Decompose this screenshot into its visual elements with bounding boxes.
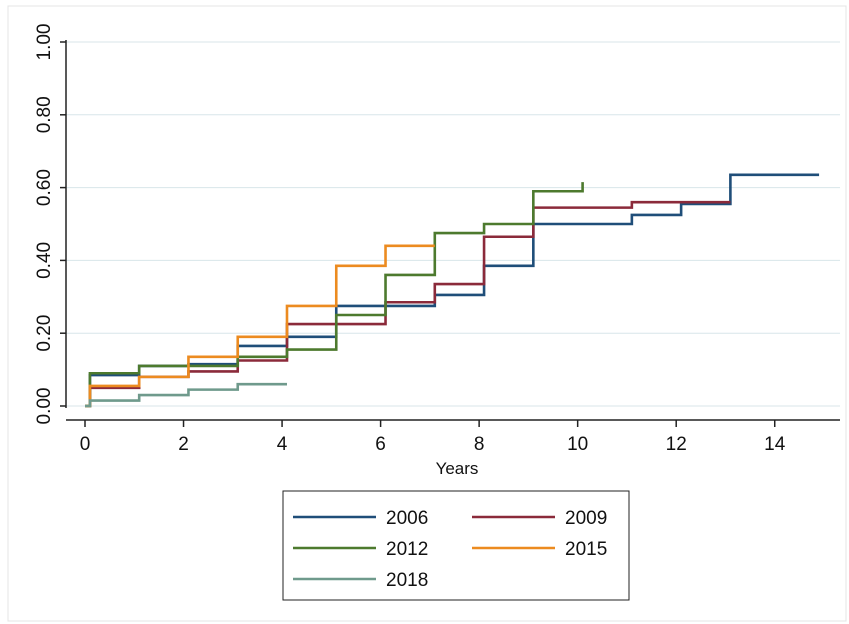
y-tick-label: 0.00 [34,388,55,425]
y-ticks: 0.00 0.20 0.40 0.60 0.80 1.00 [34,24,66,425]
series-line-2018 [85,382,287,408]
x-tick-label: 0 [80,434,91,455]
y-tick-label: 0.40 [34,242,55,279]
x-tick-label: 6 [375,434,386,455]
y-tick-label: 0.80 [34,96,55,133]
series-line-2015 [85,244,435,408]
x-tick-label: 10 [567,434,588,455]
legend-label-2006: 2006 [386,508,428,529]
y-tick-label: 0.60 [34,169,55,206]
series-layer [85,173,820,408]
gridlines [66,41,840,407]
axes [65,40,840,421]
x-axis-title: Years [436,459,479,478]
y-tick-label: 0.20 [34,315,55,352]
x-tick-label: 12 [666,434,687,455]
legend-label-2018: 2018 [386,570,428,591]
x-tick-label: 2 [178,434,189,455]
x-tick-label: 14 [764,434,786,455]
legend-box [282,490,630,601]
x-tick-label: 8 [474,434,485,455]
legend-label-2009: 2009 [565,508,607,529]
legend-label-2015: 2015 [565,539,607,560]
series-line-2012 [85,182,584,408]
y-tick-label: 1.00 [34,24,55,61]
legend-label-2012: 2012 [386,539,428,560]
x-ticks: 0 2 4 6 8 10 12 14 [80,420,786,455]
x-tick-label: 4 [277,434,288,455]
legend: 2006 2009 2012 2015 2018 [282,490,630,601]
